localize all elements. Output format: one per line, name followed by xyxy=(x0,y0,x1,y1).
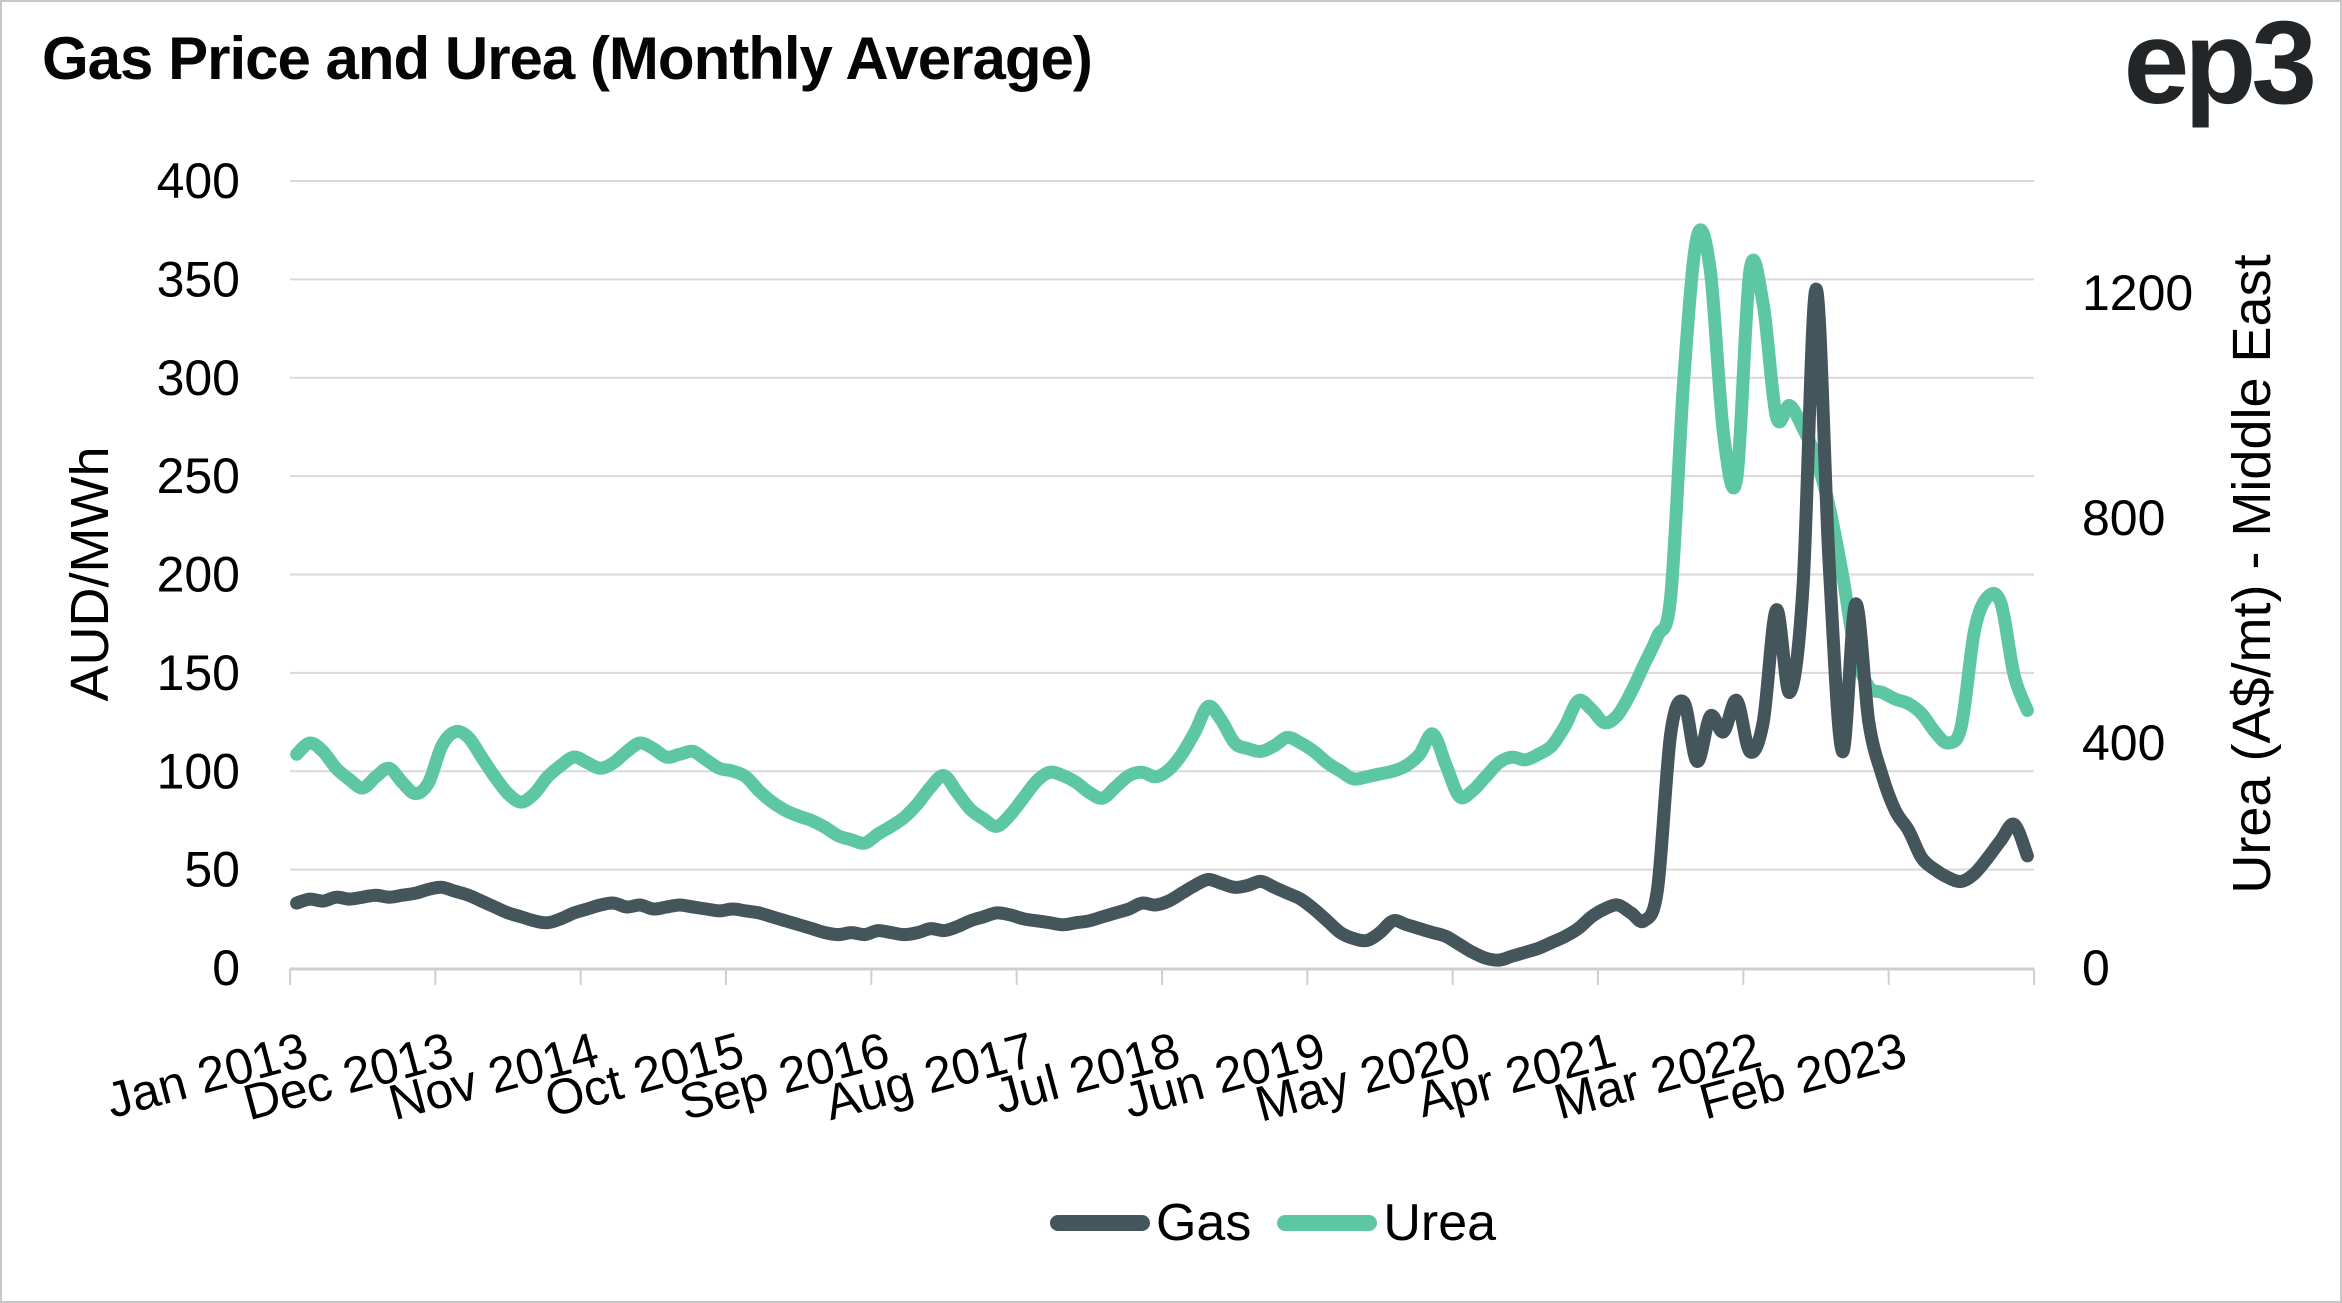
left-axis-tick-label: 400 xyxy=(157,153,240,209)
urea-line-swatch-icon xyxy=(1277,1215,1378,1231)
urea-series-line xyxy=(290,223,2034,850)
left-axis-tick-label: 250 xyxy=(157,448,240,504)
gas-series-line xyxy=(290,282,2034,967)
left-axis-tick-label: 50 xyxy=(184,842,240,898)
left-axis-tick-label: 0 xyxy=(212,940,240,996)
right-axis-tick-label: 400 xyxy=(2082,715,2165,771)
left-axis-tick-label: 100 xyxy=(157,743,240,799)
left-axis-tick-label: 300 xyxy=(157,350,240,406)
right-axis-tick-label: 0 xyxy=(2082,940,2110,996)
ep3-logo: ep3 xyxy=(2123,0,2317,129)
urea-legend-label: Urea xyxy=(1383,1194,1497,1252)
gas-line-swatch-icon xyxy=(1049,1215,1150,1231)
legend-item-urea: Urea xyxy=(1277,1193,1496,1253)
right-axis-tick-label: 800 xyxy=(2082,490,2165,546)
left-axis-tick-label: 150 xyxy=(157,645,240,701)
left-axis-tick-label: 200 xyxy=(157,547,240,603)
legend-item-gas: Gas xyxy=(1049,1193,1252,1253)
legend: Gas Urea xyxy=(102,1190,2340,1256)
right-axis-tick-label: 1200 xyxy=(2082,265,2193,321)
page-title: Gas Price and Urea (Monthly Average) xyxy=(42,25,1093,92)
gas-legend-label: Gas xyxy=(1155,1194,1252,1252)
left-axis-tick-label: 350 xyxy=(157,251,240,307)
